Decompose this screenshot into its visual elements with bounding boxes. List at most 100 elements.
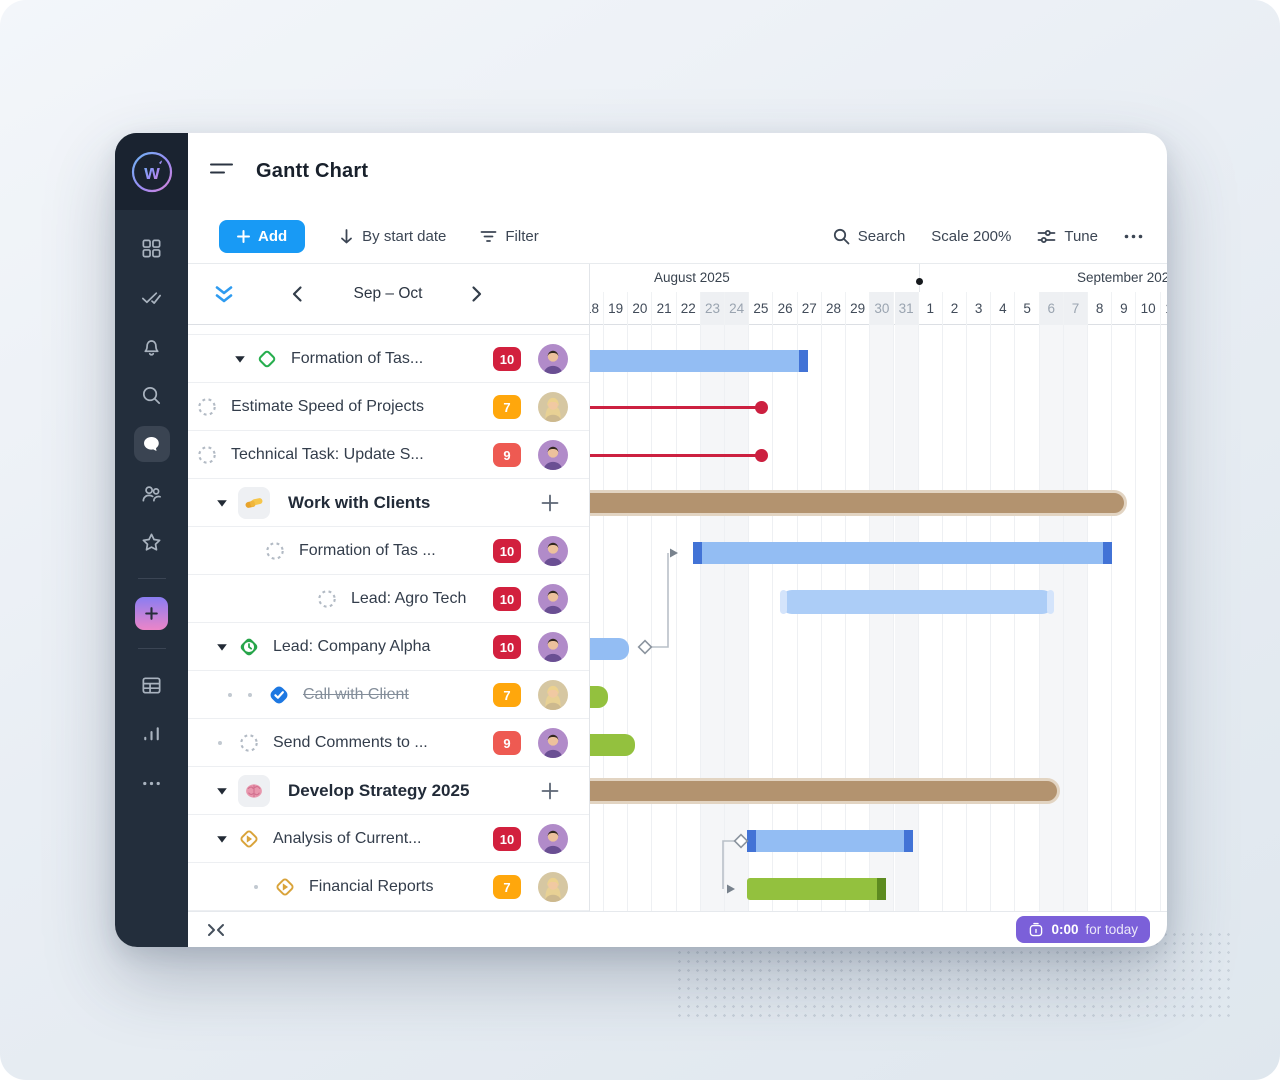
bar-progress-cap[interactable] [877,878,886,900]
day-header-cell: 22 [677,292,701,325]
day-grid-column [1063,325,1089,911]
assignee-avatar [538,392,568,422]
gantt-overdue-line[interactable] [590,400,768,414]
arrow-down-icon [341,229,353,244]
project-group-row[interactable]: Work with Clients [188,479,589,527]
day-grid-column [991,325,1016,911]
day-grid-column [870,325,895,911]
bar-progress-cap[interactable] [799,350,808,372]
tasks-check-icon[interactable] [134,279,170,315]
add-button[interactable]: Add [219,220,306,253]
project-group-row[interactable]: Develop Strategy 2025 [188,767,589,815]
gantt-group-bar[interactable] [590,778,1060,804]
day-header-cell: 4 [991,292,1016,325]
task-row[interactable]: Formation of Tas... 10 [188,335,589,383]
overdue-endpoint-dot [755,448,768,462]
day-header-cell: 26 [774,292,798,325]
apps-grid-icon[interactable] [134,230,170,266]
gantt-task-bar[interactable] [590,686,608,708]
gantt-task-bar[interactable] [747,830,913,852]
caret-down-icon[interactable] [214,495,230,511]
dashed-circle [238,732,260,754]
bar-progress-cap[interactable] [904,830,913,852]
day-grid-column [1161,325,1167,911]
report-chart-icon[interactable] [134,716,170,752]
add-plus-icon[interactable] [135,597,168,630]
task-row[interactable]: Analysis of Current... 10 [188,815,589,863]
task-name: Call with Client [303,685,409,703]
timer-icon [1030,922,1043,936]
day-header-cell: 6 [1039,292,1064,325]
bar-progress-cap[interactable] [747,830,756,852]
bar-progress-cap[interactable] [780,590,787,614]
collapse-panel-icon[interactable] [205,919,227,941]
day-grid-column [919,325,943,911]
day-grid-column [604,325,629,911]
day-grid-column [774,325,798,911]
task-row[interactable]: Estimate Speed of Projects 7 [188,383,589,431]
filter-button[interactable]: Filter [480,228,539,245]
sort-button[interactable]: By start date [339,228,446,245]
task-row[interactable]: Technical Task: Update S... 9 [188,431,589,479]
gantt-task-bar[interactable] [747,878,886,900]
task-row[interactable]: Formation of Tas ... 10 [188,527,589,575]
day-header-cell: 29 [846,292,871,325]
plus-icon [237,230,250,243]
caret-down-icon[interactable] [214,783,230,799]
add-task-icon[interactable] [539,492,561,514]
add-task-icon[interactable] [539,780,561,802]
gantt-overdue-line[interactable] [590,448,768,462]
bar-progress-cap[interactable] [1103,542,1112,564]
day-grid-column [846,325,871,911]
task-row[interactable]: Lead: Agro Tech 10 [188,575,589,623]
task-row[interactable]: Call with Client 7 [188,671,589,719]
chat-bubble-icon[interactable] [133,426,170,462]
chevron-right-icon[interactable] [465,283,487,305]
diamond-green [256,348,278,370]
gantt-group-bar[interactable] [590,490,1127,516]
scale-control[interactable]: Scale 200% [931,228,1012,245]
diamond-orange-half [238,828,260,850]
caret-down-icon[interactable] [214,831,230,847]
clock-green [238,636,260,658]
search-icon[interactable] [134,377,170,413]
day-grid-column [628,325,653,911]
team-users-icon[interactable] [134,475,170,511]
gantt-task-bar[interactable] [590,734,635,756]
bar-progress-cap[interactable] [693,542,702,564]
more-button[interactable] [1124,234,1143,239]
chevron-left-icon[interactable] [287,283,309,305]
timer-badge[interactable]: 0:00 for today [1016,916,1150,943]
gantt-task-bar[interactable] [693,542,1112,564]
dashed-circle [196,396,218,418]
task-row[interactable]: Lead: Company Alpha 10 [188,623,589,671]
caret-down-icon[interactable] [232,351,248,367]
gantt-task-bar[interactable] [590,350,808,372]
tune-button[interactable]: Tune [1037,228,1098,245]
more-dots-icon[interactable] [134,765,170,801]
task-row[interactable]: Financial Reports 7 [188,863,589,911]
gantt-content: Sep – Oct Formation of Tas... 10 Estimate … [188,264,1167,911]
search-button[interactable]: Search [833,228,905,245]
notifications-bell-icon[interactable] [134,328,170,364]
caret-down-icon[interactable] [214,639,230,655]
table-icon[interactable] [134,667,170,703]
app-window: w Gantt Chart [115,133,1167,947]
panel-toggle-icon[interactable] [210,162,234,181]
gantt-task-bar[interactable] [590,638,629,660]
day-header-cell: 27 [798,292,822,325]
task-list-header: Sep – Oct [188,264,589,325]
day-header-cell: 8 [1088,292,1113,325]
day-grid-column [749,325,774,911]
star-icon[interactable] [134,524,170,560]
gantt-task-bar[interactable] [780,590,1054,614]
timer-value: 0:00 [1051,922,1079,937]
task-count-badge: 9 [493,731,521,755]
task-count-badge: 7 [493,395,521,419]
app-logo[interactable]: w [115,133,188,210]
collapse-all-icon[interactable] [212,283,236,307]
task-name: Estimate Speed of Projects [231,397,424,415]
task-row[interactable]: Send Comments to ... 9 [188,719,589,767]
bar-progress-cap[interactable] [1047,590,1054,614]
task-name: Send Comments to ... [273,733,428,751]
